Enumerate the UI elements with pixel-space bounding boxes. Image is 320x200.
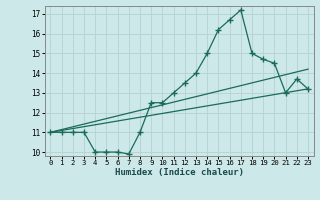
X-axis label: Humidex (Indice chaleur): Humidex (Indice chaleur) [115, 168, 244, 177]
